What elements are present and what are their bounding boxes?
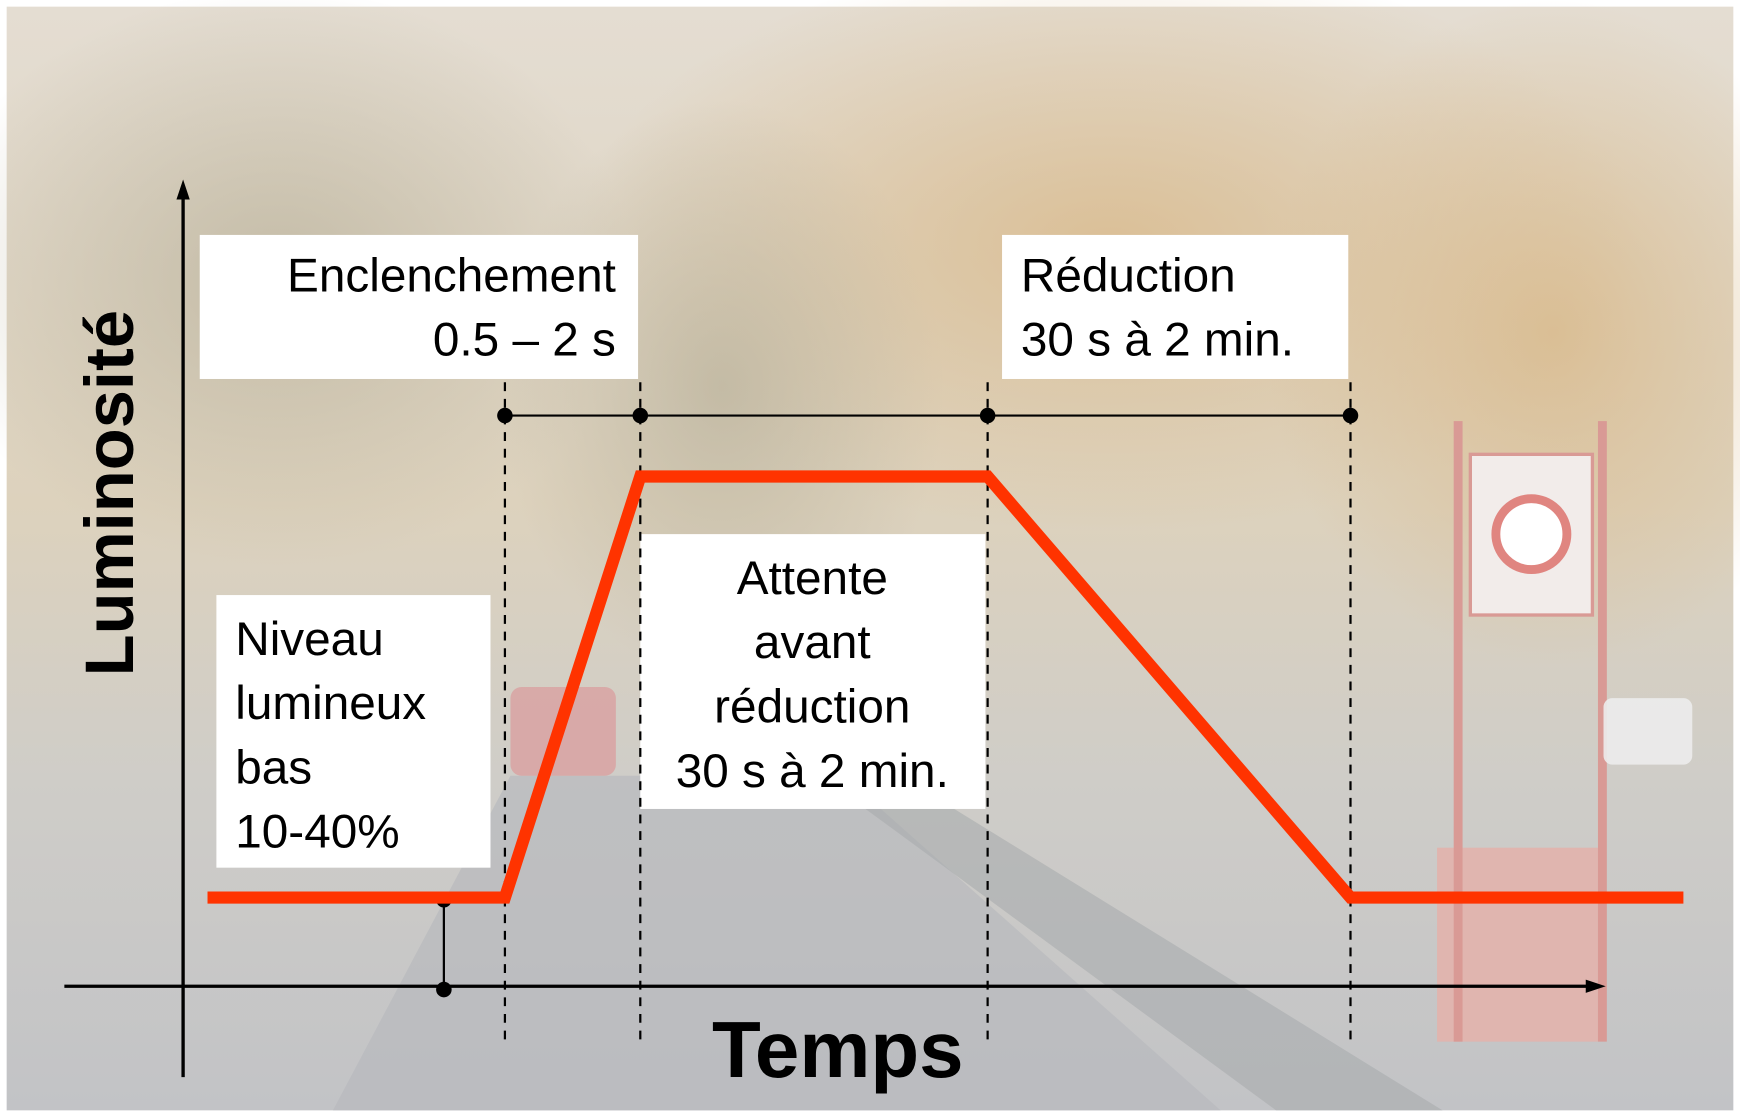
x-axis-label: Temps [712, 1005, 964, 1094]
label-text: 0.5 – 2 s [433, 314, 616, 367]
label-text: réduction [714, 681, 910, 734]
label-text: 30 s à 2 min. [676, 745, 949, 798]
label-text: Niveau [235, 613, 384, 666]
diagram: Luminosité Temps Enclenchement 0.5 – 2 s… [0, 0, 1740, 1117]
label-text: bas [235, 741, 312, 794]
label-text: Réduction [1021, 249, 1236, 302]
label-text: avant [754, 616, 871, 669]
label-text: 10-40% [235, 806, 399, 859]
label-text: lumineux [235, 677, 426, 730]
label-text: 30 s à 2 min. [1021, 314, 1294, 367]
page: Luminosité Temps Enclenchement 0.5 – 2 s… [0, 0, 1740, 1117]
label-text: Attente [737, 552, 888, 605]
label-text: Enclenchement [287, 249, 616, 302]
y-axis-label: Luminosité [71, 310, 148, 676]
